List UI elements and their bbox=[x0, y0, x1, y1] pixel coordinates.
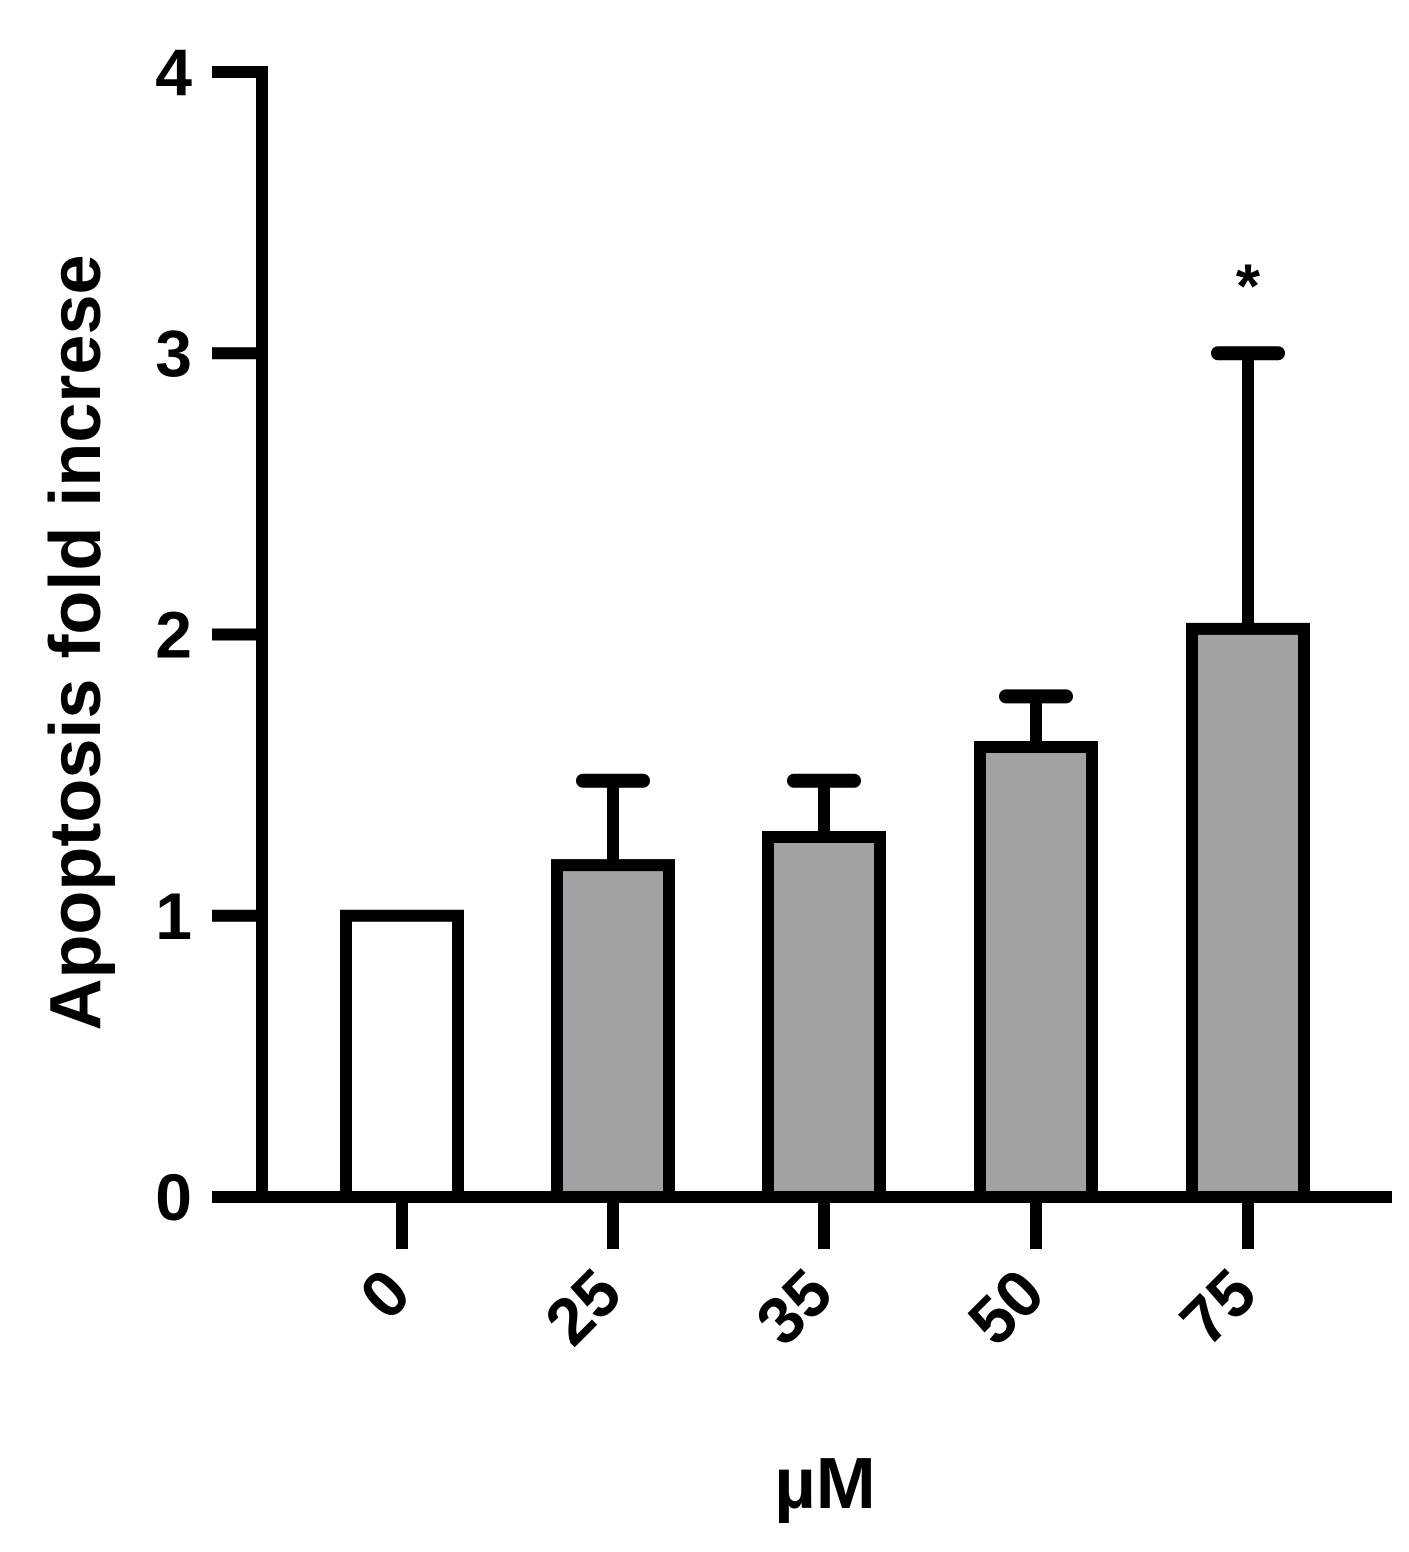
x-tick-label: 0 bbox=[346, 1255, 424, 1333]
x-tick-label: 75 bbox=[1166, 1255, 1270, 1359]
y-axis-title: Apoptosis fold increse bbox=[36, 254, 116, 1030]
x-tick-label: 50 bbox=[954, 1255, 1058, 1359]
significance-asterisk: * bbox=[1236, 252, 1261, 321]
bars bbox=[340, 622, 1310, 1203]
bar-75 bbox=[1186, 622, 1310, 1203]
x-ticks: 0 25 35 50 75 bbox=[346, 1197, 1270, 1359]
significance-markers: * bbox=[1236, 252, 1261, 321]
bar-35 bbox=[762, 831, 886, 1203]
y-tick-label: 0 bbox=[155, 1160, 192, 1234]
y-tick-label: 3 bbox=[155, 316, 192, 390]
y-tick-label: 4 bbox=[155, 35, 192, 109]
error-bars bbox=[576, 346, 1285, 866]
bar-0 bbox=[340, 909, 464, 1203]
bar-25 bbox=[551, 859, 675, 1203]
bar-50 bbox=[974, 741, 1098, 1203]
y-tick-label: 2 bbox=[155, 598, 192, 672]
y-ticks: 0 1 2 3 4 bbox=[155, 35, 262, 1234]
x-tick-label: 25 bbox=[531, 1255, 635, 1359]
x-axis-title: µM bbox=[774, 1444, 875, 1524]
y-tick-label: 1 bbox=[155, 879, 192, 953]
x-tick-label: 35 bbox=[742, 1255, 846, 1359]
